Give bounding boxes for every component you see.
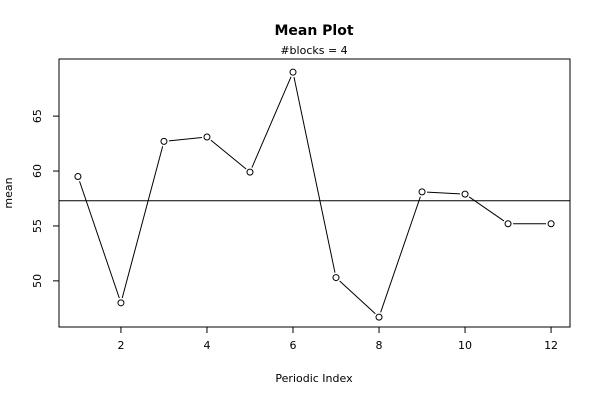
x-tick-label: 4	[203, 339, 210, 352]
data-point	[547, 220, 555, 228]
x-axis-label: Periodic Index	[275, 372, 353, 385]
x-tick-label: 12	[544, 339, 558, 352]
chart-subtitle: #blocks = 4	[280, 44, 347, 57]
series-segment	[79, 181, 120, 299]
series-segment	[380, 196, 421, 313]
x-tick-label: 10	[458, 339, 472, 352]
y-tick-label: 50	[31, 274, 44, 288]
y-axis: 50 55 60 65	[31, 109, 59, 288]
y-tick-label: 65	[31, 109, 44, 123]
x-tick-label: 2	[117, 339, 124, 352]
series-segment	[251, 76, 292, 168]
series-segment	[121, 146, 164, 299]
x-tick-label: 8	[376, 339, 383, 352]
chart-title: Mean Plot	[274, 23, 353, 39]
series-segment	[210, 139, 247, 170]
series-segment	[468, 196, 505, 222]
data-points	[74, 68, 555, 321]
series-segment	[427, 191, 461, 195]
data-point	[289, 68, 297, 76]
series-segment	[168, 136, 203, 142]
x-axis: 2 4 6 8 10 12	[117, 327, 558, 352]
data-point	[504, 220, 512, 228]
data-point	[160, 137, 168, 145]
y-tick-label: 55	[31, 219, 44, 233]
data-point	[74, 173, 82, 181]
y-axis-label: mean	[2, 177, 15, 208]
series-segment	[339, 280, 376, 315]
series-line	[79, 76, 547, 315]
x-tick-label: 6	[289, 339, 296, 352]
data-point	[203, 133, 211, 141]
data-point	[375, 313, 383, 321]
data-point	[117, 299, 125, 307]
data-point	[461, 190, 469, 198]
plot-frame	[58, 58, 571, 328]
data-point	[246, 168, 254, 176]
y-tick-label: 60	[31, 164, 44, 178]
series-segment	[293, 76, 336, 273]
data-point	[418, 188, 426, 196]
data-point	[332, 274, 340, 282]
